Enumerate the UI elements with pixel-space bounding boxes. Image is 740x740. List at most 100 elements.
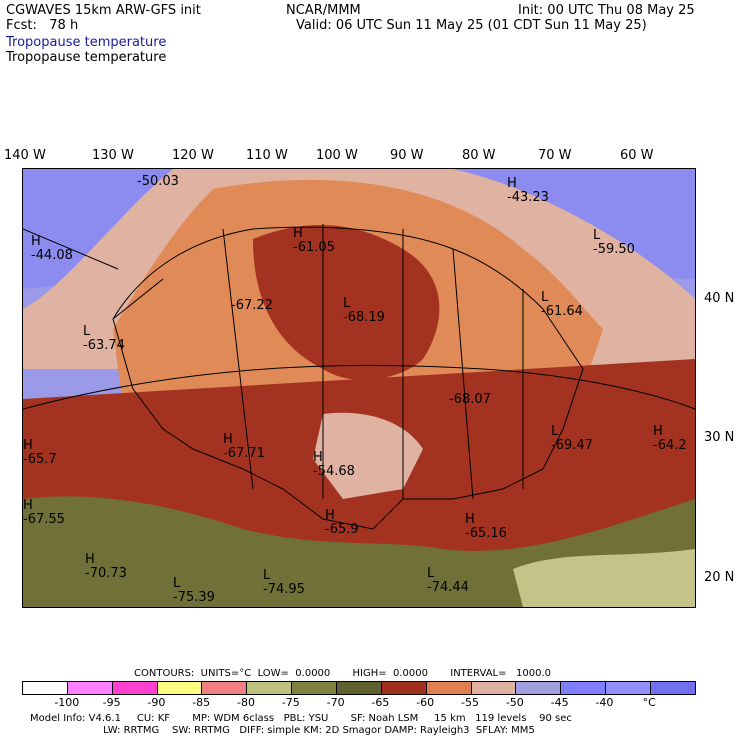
- colorbar-swatch: [23, 682, 68, 694]
- extreme-label: L -63.74: [83, 325, 125, 353]
- valid-time: Valid: 06 UTC Sun 11 May 25 (01 CDT Sun …: [296, 18, 647, 33]
- colorbar-swatch: [337, 682, 382, 694]
- colorbar-tick-label: -60: [416, 696, 435, 709]
- colorbar-tick-label: -50: [505, 696, 524, 709]
- extreme-value: -54.68: [313, 464, 355, 479]
- colorbar-swatch: [202, 682, 248, 694]
- colorbar-tick-label: -65: [371, 696, 390, 709]
- extreme-type: L: [427, 566, 435, 581]
- extreme-value: -63.74: [83, 338, 125, 353]
- extreme-value: -68.19: [343, 310, 385, 325]
- extreme-value: -61.64: [541, 304, 583, 319]
- extreme-value: -74.44: [427, 580, 469, 595]
- extreme-label: H -44.08: [31, 235, 73, 263]
- lon-label: 60 W: [620, 148, 654, 163]
- extreme-label: H -54.68: [313, 451, 355, 479]
- lon-label: 80 W: [462, 148, 496, 163]
- extreme-label: H -70.73: [85, 553, 127, 581]
- colorbar-tick-label: -90: [147, 696, 166, 709]
- extreme-value: -74.95: [263, 582, 305, 597]
- extreme-type: H: [85, 552, 95, 567]
- colorbar-swatch: [381, 682, 427, 694]
- extreme-label: H -64.2: [653, 425, 687, 453]
- colorbar-tick-label: -40: [595, 696, 614, 709]
- lon-label: 70 W: [538, 148, 572, 163]
- colorbar-tick-label: -75: [281, 696, 300, 709]
- colorbar-tick-label: -70: [326, 696, 345, 709]
- extreme-value: -70.73: [85, 566, 127, 581]
- extreme-label: H -65.16: [465, 513, 507, 541]
- extreme-type: H: [23, 438, 33, 453]
- lon-label: 140 W: [4, 148, 46, 163]
- extreme-label: -67.22: [231, 299, 273, 313]
- extreme-label: H -67.55: [23, 499, 65, 527]
- lon-label: 120 W: [172, 148, 214, 163]
- model-info-line2: LW: RRTMG SW: RRTMG DIFF: simple KM: 2D …: [30, 725, 535, 736]
- center-label: NCAR/MMM: [286, 3, 361, 18]
- colorbar-swatch: [247, 682, 293, 694]
- extreme-type: H: [23, 498, 33, 513]
- colorbar-tick-label: -100: [54, 696, 80, 709]
- extreme-value: -65.16: [465, 526, 507, 541]
- extreme-label: H -61.05: [293, 227, 335, 255]
- extreme-value: -50.03: [137, 174, 179, 189]
- lat-label: 30 N: [704, 430, 735, 445]
- model-info-line1: Model Info: V4.6.1 CU: KF MP: WDM 6class…: [30, 713, 572, 724]
- lon-label: 110 W: [246, 148, 288, 163]
- extreme-value: -68.07: [449, 392, 491, 407]
- colorbar-swatch: [561, 682, 607, 694]
- extreme-value: -61.05: [293, 240, 335, 255]
- extreme-value: -59.50: [593, 242, 635, 257]
- map-panel: -50.03 H -43.23 H -44.08 H -61.05 L -59.50 -…: [22, 168, 696, 608]
- shading-region-red-central: [253, 225, 440, 380]
- extreme-type: H: [293, 226, 303, 241]
- extreme-type: H: [31, 234, 41, 249]
- colorbar-swatch: [292, 682, 338, 694]
- colorbar-tick-label: -45: [550, 696, 569, 709]
- lon-label: 100 W: [316, 148, 358, 163]
- lat-label: 40 N: [704, 291, 735, 306]
- field-title: Tropopause temperature: [6, 50, 167, 65]
- extreme-value: -67.71: [223, 446, 265, 461]
- extreme-type: H: [313, 450, 323, 465]
- lon-label: 130 W: [92, 148, 134, 163]
- extreme-type: L: [173, 576, 181, 591]
- extreme-value: -44.08: [31, 248, 73, 263]
- extreme-type: L: [263, 568, 271, 583]
- extreme-type: L: [343, 296, 351, 311]
- extreme-value: -65.9: [325, 522, 359, 537]
- extreme-label: L -68.19: [343, 297, 385, 325]
- extreme-type: L: [593, 228, 601, 243]
- extreme-label: L -74.95: [263, 569, 305, 597]
- extreme-value: -64.2: [653, 438, 687, 453]
- colorbar-swatch: [651, 682, 695, 694]
- colorbar: [22, 681, 696, 695]
- colorbar-tick-label: -55: [461, 696, 479, 709]
- extreme-value: -75.39: [173, 590, 215, 605]
- extreme-value: -67.55: [23, 512, 65, 527]
- extreme-type: H: [653, 424, 663, 439]
- init-time: Init: 00 UTC Thu 08 May 25: [518, 3, 695, 18]
- forecast-hour: Fcst: 78 h: [6, 18, 79, 33]
- shading-region-pink-south: [313, 412, 423, 499]
- extreme-type: H: [465, 512, 475, 527]
- lon-label: 90 W: [390, 148, 424, 163]
- extreme-type: H: [223, 432, 233, 447]
- extreme-label: L -59.50: [593, 229, 635, 257]
- extreme-value: -67.22: [231, 298, 273, 313]
- colorbar-swatch: [67, 682, 113, 694]
- extreme-type: H: [507, 176, 517, 191]
- colorbar-swatch: [157, 682, 203, 694]
- map-boundaries: [22, 224, 696, 530]
- colorbar-tick-label: °C: [642, 696, 656, 709]
- extreme-label: -50.03: [137, 175, 179, 189]
- colorbar-swatch: [606, 682, 652, 694]
- extreme-type: L: [541, 290, 549, 305]
- colorbar-tick-label: -80: [237, 696, 255, 709]
- extreme-label: L -61.64: [541, 291, 583, 319]
- extreme-label: L -74.44: [427, 567, 469, 595]
- contour-info: CONTOURS: UNITS=°C LOW= 0.0000 HIGH= 0.0…: [134, 668, 552, 679]
- extreme-label: H -65.9: [325, 509, 359, 537]
- extreme-type: L: [83, 324, 91, 339]
